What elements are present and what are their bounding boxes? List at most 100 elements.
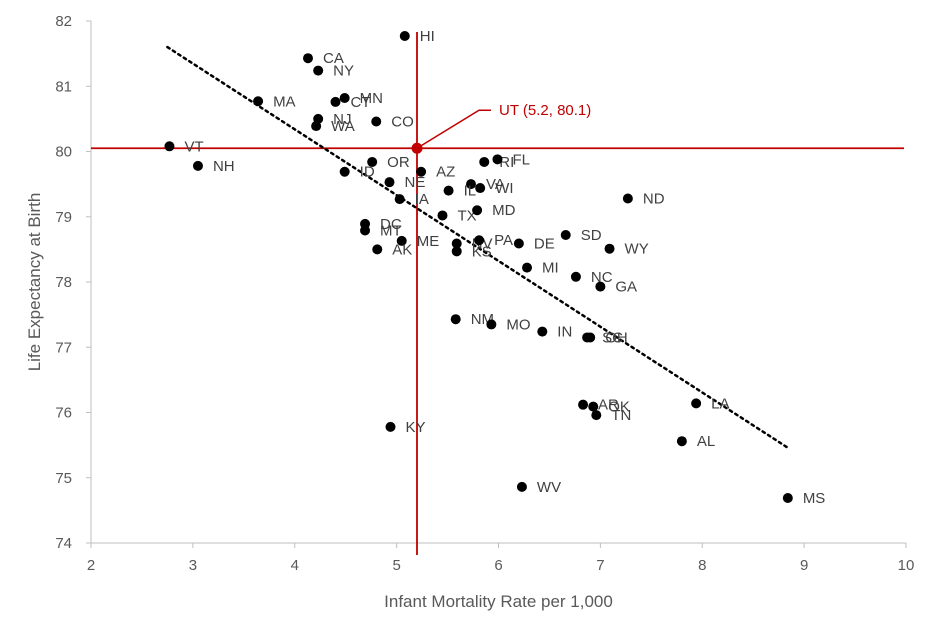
data-point [588,401,599,412]
point-label: MN [360,90,383,107]
x-tick-label: 4 [291,557,299,574]
point-label: MI [542,260,559,277]
point-label: NY [333,63,354,80]
y-tick-label: 80 [55,144,72,161]
point-label: MA [273,93,296,110]
point-label: RI [499,154,514,171]
trendline [166,45,791,450]
x-tick-label: 5 [392,557,400,574]
point-label: NE [404,174,425,191]
point-label: DE [534,236,555,253]
point-label: AZ [436,164,455,181]
data-point [782,492,793,503]
point-label: MO [506,316,530,333]
point-label: OK [608,399,630,416]
point-label: ME [417,233,440,250]
data-point [585,332,596,343]
point-label: WI [495,180,513,197]
data-point [394,194,405,205]
y-tick-labels: 74 75 76 77 78 79 80 81 82 [55,13,91,552]
data-point [451,246,462,257]
point-label: AK [392,241,412,258]
point-label: GA [615,279,637,296]
data-point [384,177,395,188]
data-point [164,141,175,152]
x-tick-label: 2 [87,557,95,574]
point-label: TN [611,407,631,424]
data-point [570,271,581,282]
callout-leader-line [416,109,491,149]
point-label: TX [457,207,476,224]
data-point [451,238,462,249]
point-label: WA [331,118,355,135]
data-point [472,205,483,216]
data-point [475,183,486,194]
data-point [676,436,687,447]
point-label: CA [323,50,344,67]
point-label: ND [643,190,665,207]
data-point [396,235,407,246]
x-tick-label: 10 [898,557,915,574]
x-tick-label: 8 [698,557,706,574]
data-point [560,230,571,241]
data-point [537,326,548,337]
point-label: HI [420,28,435,45]
data-point [311,121,322,132]
data-point [330,96,341,107]
x-tick-label: 9 [800,557,808,574]
point-label: KY [406,419,426,436]
point-label: KS [472,243,492,260]
point-label: DC [380,216,402,233]
point-label: MS [803,490,826,507]
point-label: VT [184,138,203,155]
y-tick-label: 82 [55,13,72,30]
data-point [450,314,461,325]
y-tick-label: 76 [55,405,72,422]
point-label: LA [711,395,729,412]
point-label: AR [598,397,619,414]
point-label: IN [557,324,572,341]
data-point [372,244,383,255]
point-label: AL [697,433,715,450]
x-tick-label: 7 [596,557,604,574]
data-point [399,31,410,42]
point-label: CO [391,113,414,130]
data-point [416,166,427,177]
data-point [339,166,350,177]
y-tick-label: 79 [55,209,72,226]
data-point [385,421,396,432]
data-point [479,156,490,167]
point-label: NJ [333,111,351,128]
data-point [302,53,313,64]
data-point [591,410,602,421]
point-label: VA [486,176,505,193]
data-point [192,160,203,171]
point-label: MD [492,202,515,219]
point-label: PA [494,232,513,249]
data-point [622,193,633,204]
data-point [492,154,503,165]
x-axis-title: Infant Mortality Rate per 1,000 [384,592,613,611]
data-point [522,262,533,273]
data-point [513,238,524,249]
y-tick-label: 81 [55,78,72,95]
data-point [371,116,382,127]
point-label: OH [605,329,628,346]
data-point [443,185,454,196]
data-point [578,399,589,410]
point-label: ID [360,164,375,181]
data-point [516,481,527,492]
data-point [595,281,606,292]
data-point [367,156,378,167]
data-point [486,319,497,330]
point-label: MT [380,222,402,239]
data-point [691,398,702,409]
x-tick-label: 6 [494,557,502,574]
point-label: SC [602,329,623,346]
data-point [465,179,476,190]
highlight-group: UT (5.2, 80.1) [411,102,591,154]
x-tick-labels: 2 3 4 5 6 7 8 9 10 [87,543,915,574]
